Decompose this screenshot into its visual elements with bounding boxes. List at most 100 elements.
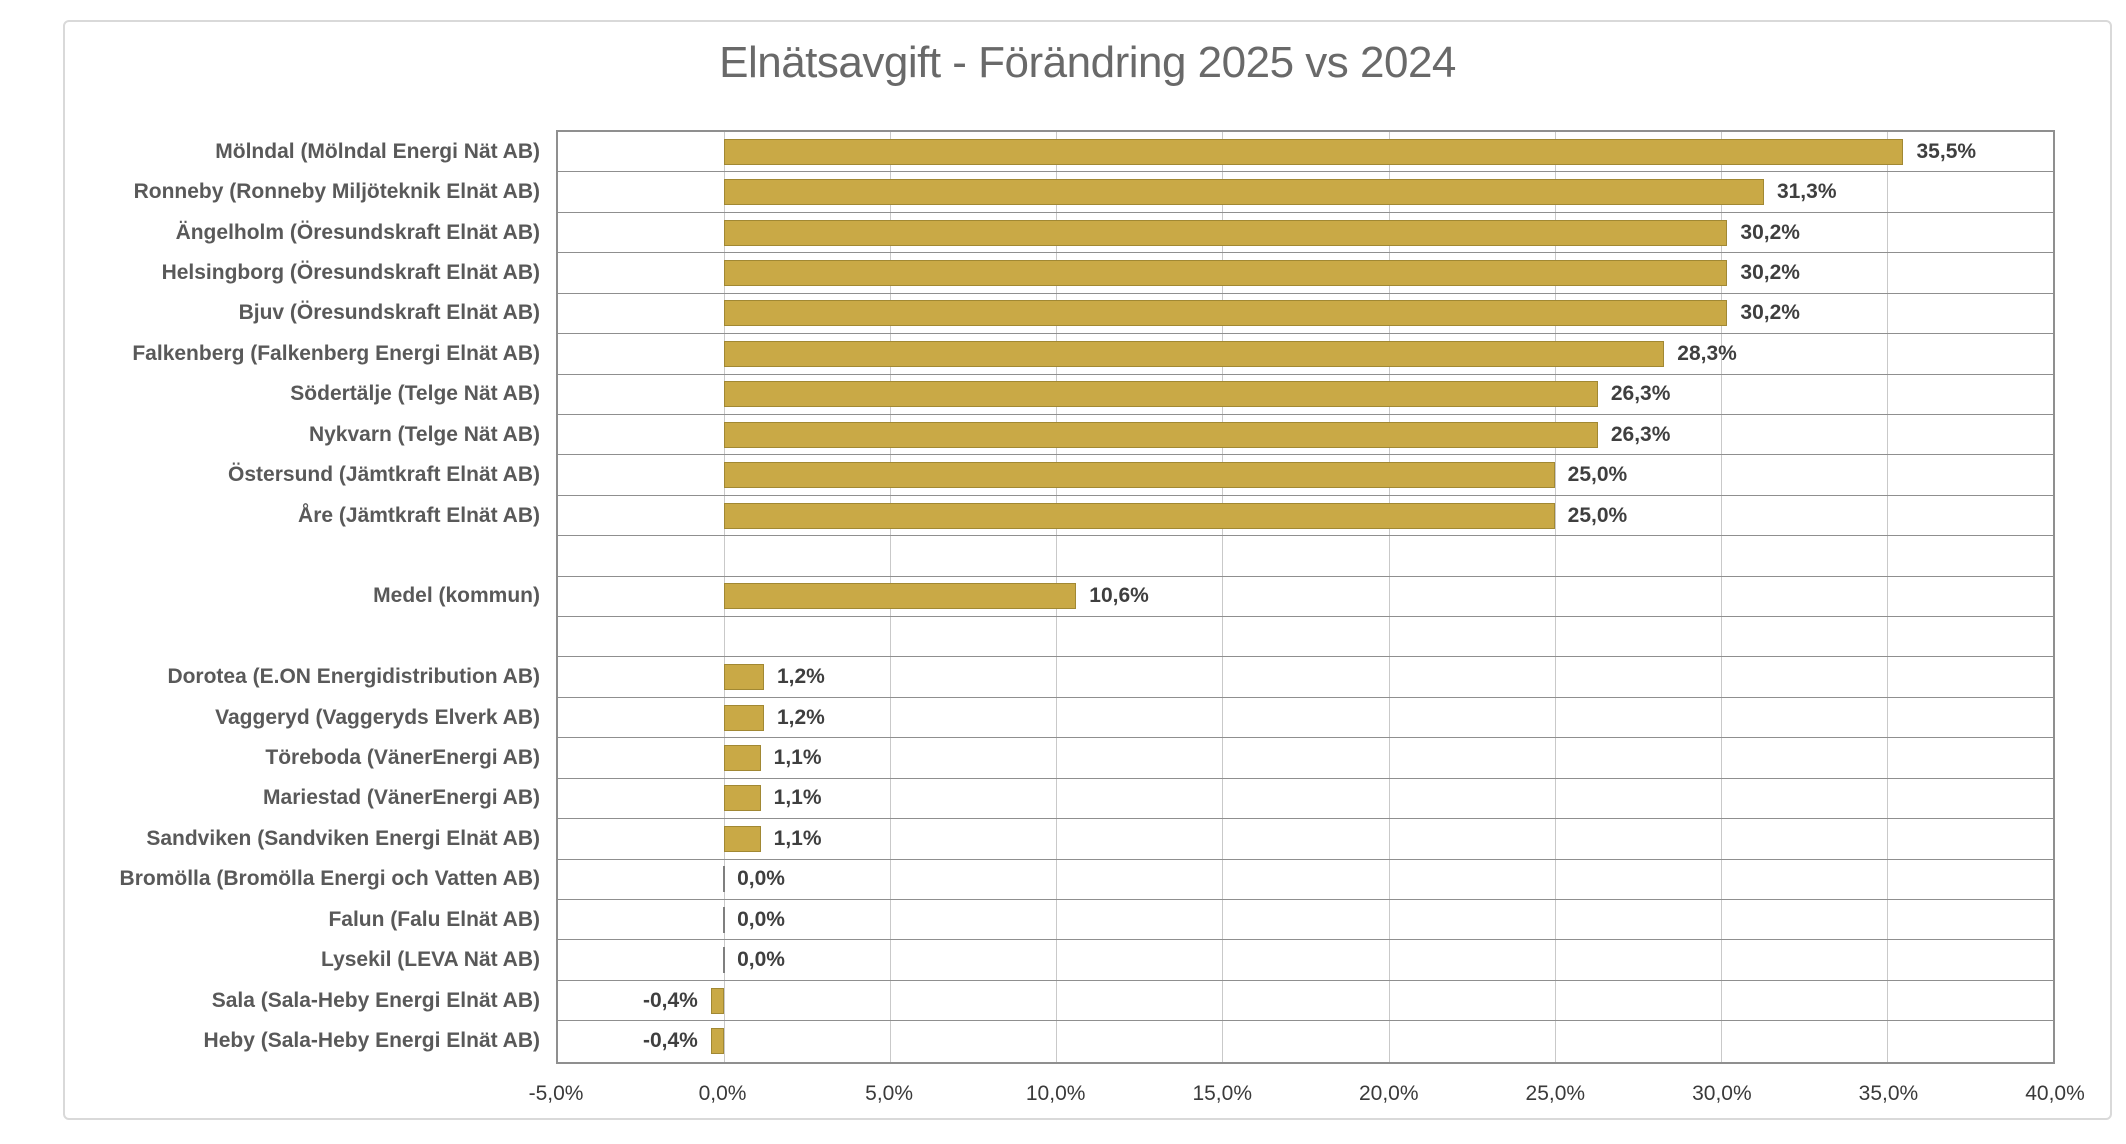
category-label: Mariestad (VänerEnergi AB) xyxy=(263,786,540,810)
bar xyxy=(724,785,761,812)
bar xyxy=(710,1028,725,1055)
category-row: Mariestad (VänerEnergi AB) 1,1% xyxy=(263,779,2053,820)
value-label: 1,2% xyxy=(776,705,825,729)
value-label: 1,2% xyxy=(776,665,825,689)
category-row: Medel (kommun) 10,6% xyxy=(373,577,2053,618)
value-label: 28,3% xyxy=(1677,341,1737,365)
category-label: Falun (Falu Elnät AB) xyxy=(328,907,540,931)
category-label: Bjuv (Öresundskraft Elnät AB) xyxy=(238,301,540,325)
category-label: Helsingborg (Öresundskraft Elnät AB) xyxy=(161,260,540,284)
category-row: Ängelholm (Öresundskraft Elnät AB) 30,2% xyxy=(176,213,2053,254)
x-axis-tick-label: 10,0% xyxy=(1025,1082,1086,1105)
category-row: Sala (Sala-Heby Energi Elnät AB) -0,4% xyxy=(212,981,2053,1022)
x-axis-tick-label: -5,0% xyxy=(528,1082,584,1105)
category-label: Lysekil (LEVA Nät AB) xyxy=(321,948,540,972)
value-label: 25,0% xyxy=(1567,503,1628,527)
category-label: Falkenberg (Falkenberg Energi Elnät AB) xyxy=(132,341,540,365)
category-label: Vaggeryd (Vaggeryds Elverk AB) xyxy=(215,705,540,729)
category-row: Falkenberg (Falkenberg Energi Elnät AB) 2… xyxy=(132,334,2053,375)
value-label: 0,0% xyxy=(737,867,785,891)
zero-value-marker xyxy=(723,866,726,893)
chart-title: Elnätsavgift - Förändring 2025 vs 2024 xyxy=(719,38,1456,87)
category-row: Vaggeryd (Vaggeryds Elverk AB) 1,2% xyxy=(215,698,2053,739)
x-axis-tick-label: 30,0% xyxy=(1692,1082,1752,1105)
category-row: Mölndal (Mölndal Energi Nät AB) 35,5% xyxy=(215,132,2053,173)
category-row: Falun (Falu Elnät AB) 0,0% xyxy=(328,900,2053,941)
bar xyxy=(724,664,764,691)
value-label: 1,1% xyxy=(773,786,822,810)
category-row: Heby (Sala-Heby Energi Elnät AB) -0,4% xyxy=(204,1021,2053,1061)
category-row: Östersund (Jämtkraft Elnät AB) 25,0% xyxy=(228,455,2053,496)
bar xyxy=(724,179,1764,206)
bar xyxy=(724,340,1665,367)
category-label: Bromölla (Bromölla Energi och Vatten AB) xyxy=(119,867,540,891)
bar xyxy=(724,300,1728,327)
category-row: Bromölla (Bromölla Energi och Vatten AB)… xyxy=(120,860,2053,901)
category-row: Sandviken (Sandviken Energi Elnät AB) 1,1… xyxy=(146,819,2053,860)
chart-area: Elnätsavgift - Förändring 2025 vs 2024 M… xyxy=(63,20,2112,1120)
spacer-row xyxy=(558,536,2053,577)
x-axis: -5,0% 0,0% 5,0% 10,0% 15,0% 20,0% 25,0% 30,0% 35… xyxy=(529,1078,2085,1112)
bar xyxy=(724,825,761,852)
value-label: -0,4% xyxy=(642,988,698,1012)
bar xyxy=(724,381,1598,408)
category-label: Medel (kommun) xyxy=(373,584,540,608)
category-label: Åre (Jämtkraft Elnät AB) xyxy=(298,503,540,527)
zero-value-marker xyxy=(723,947,726,974)
value-label: 0,0% xyxy=(737,948,785,972)
category-row: Ronneby (Ronneby Miljöteknik Elnät AB) 31… xyxy=(134,172,2053,213)
value-label: -0,4% xyxy=(642,1029,698,1053)
plot-area: Mölndal (Mölndal Energi Nät AB) 35,5% Ronn… xyxy=(120,130,2055,1064)
bar xyxy=(724,583,1077,610)
spacer-row xyxy=(558,617,2053,658)
x-axis-tick-label: 35,0% xyxy=(1858,1082,1919,1105)
category-row: Lysekil (LEVA Nät AB) 0,0% xyxy=(321,940,2053,981)
category-label: Ronneby (Ronneby Miljöteknik Elnät AB) xyxy=(133,180,540,204)
category-row: Nykvarn (Telge Nät AB) 26,3% xyxy=(309,415,2053,456)
category-label: Mölndal (Mölndal Energi Nät AB) xyxy=(215,139,540,163)
x-axis-tick-label: 40,0% xyxy=(2025,1082,2085,1105)
bar xyxy=(724,138,1904,165)
category-row: Åre (Jämtkraft Elnät AB) 25,0% xyxy=(298,496,2053,537)
value-label: 30,2% xyxy=(1740,220,1800,244)
category-label: Sandviken (Sandviken Energi Elnät AB) xyxy=(146,826,540,850)
x-axis-tick-label: 20,0% xyxy=(1358,1082,1419,1105)
category-label: Södertälje (Telge Nät AB) xyxy=(290,382,540,406)
value-label: 30,2% xyxy=(1740,260,1800,284)
category-row: Södertälje (Telge Nät AB) 26,3% xyxy=(290,375,2053,415)
bar xyxy=(724,219,1728,246)
bar xyxy=(724,502,1555,529)
category-row: Töreboda (VänerEnergi AB) 1,1% xyxy=(265,738,2053,779)
category-label: Östersund (Jämtkraft Elnät AB) xyxy=(228,463,540,487)
bar xyxy=(724,704,764,731)
x-axis-tick-label: 15,0% xyxy=(1192,1082,1252,1105)
vertical-gridline xyxy=(1222,132,1224,1062)
x-axis-tick-label: 0,0% xyxy=(698,1082,747,1105)
vertical-gridline xyxy=(1388,132,1390,1062)
zero-value-marker xyxy=(723,906,726,933)
x-axis-tick-label: 5,0% xyxy=(865,1082,914,1105)
value-label: 0,0% xyxy=(737,907,785,931)
vertical-gridline xyxy=(1720,132,1722,1062)
value-label: 26,3% xyxy=(1610,422,1671,446)
category-row: Bjuv (Öresundskraft Elnät AB) 30,2% xyxy=(239,294,2053,335)
value-label: 35,5% xyxy=(1916,139,1977,163)
vertical-gridline xyxy=(1886,132,1888,1062)
value-label: 10,6% xyxy=(1089,584,1149,608)
category-label: Sala (Sala-Heby Energi Elnät AB) xyxy=(211,988,540,1012)
bar xyxy=(724,462,1555,489)
value-label: 25,0% xyxy=(1567,463,1628,487)
category-row: Dorotea (E.ON Energidistribution AB) 1,2% xyxy=(167,657,2053,698)
x-axis-tick-label: 25,0% xyxy=(1525,1082,1586,1105)
value-label: 1,1% xyxy=(773,826,822,850)
value-label: 30,2% xyxy=(1740,301,1800,325)
category-label: Nykvarn (Telge Nät AB) xyxy=(308,422,540,446)
bar xyxy=(710,987,725,1014)
value-label: 1,1% xyxy=(773,746,822,770)
value-label: 26,3% xyxy=(1610,382,1671,406)
bar xyxy=(724,421,1598,448)
category-label: Ängelholm (Öresundskraft Elnät AB) xyxy=(175,220,540,244)
category-label: Dorotea (E.ON Energidistribution AB) xyxy=(167,665,540,689)
value-label: 31,3% xyxy=(1776,180,1837,204)
vertical-gridline xyxy=(1554,132,1556,1062)
